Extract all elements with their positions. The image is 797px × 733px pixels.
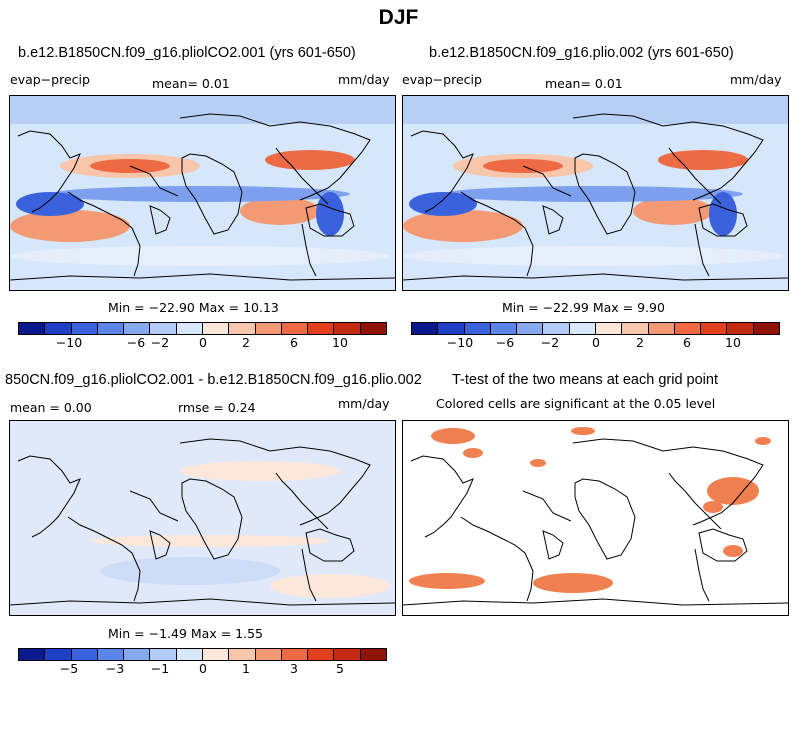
colorbar-swatch <box>176 323 203 334</box>
colorbar-swatch <box>255 649 282 660</box>
panel3-rmse: rmse = 0.24 <box>178 400 256 415</box>
panel1-units: mm/day <box>338 72 390 87</box>
panel3-field <box>10 421 395 615</box>
colorbar-swatch <box>438 323 465 334</box>
cb2-label: 2 <box>636 335 644 350</box>
panel4-field <box>403 421 788 615</box>
colorbar-swatch <box>150 649 177 660</box>
cb2-label: −10 <box>446 335 474 350</box>
cb1-label: 0 <box>199 335 207 350</box>
panel2-colorbar <box>411 322 780 335</box>
colorbar-swatch <box>334 649 361 660</box>
cb2-label: −6 <box>495 335 515 350</box>
colorbar-swatch <box>569 323 596 334</box>
panel3-title: 850CN.f09_g16.pliolCO2.001 - b.e12.B1850… <box>5 372 422 388</box>
colorbar-swatch <box>71 649 98 660</box>
colorbar-swatch <box>308 649 335 660</box>
colorbar-swatch <box>202 649 230 660</box>
colorbar-swatch <box>464 323 491 334</box>
panel1-map <box>9 95 396 291</box>
panel3-map <box>9 420 396 616</box>
panel3-units: mm/day <box>338 396 390 411</box>
colorbar-swatch <box>97 649 125 660</box>
colorbar-swatch <box>490 323 518 334</box>
colorbar-swatch <box>334 323 361 334</box>
panel1-variable: evap−precip <box>10 72 90 87</box>
panel2-map <box>402 95 789 291</box>
colorbar-swatch <box>176 649 203 660</box>
panel4-subtitle: Colored cells are significant at the 0.0… <box>436 396 716 411</box>
panel2-field <box>403 96 788 290</box>
cb3-label: −5 <box>59 661 79 676</box>
cb3-label: 1 <box>242 661 250 676</box>
colorbar-swatch <box>753 323 779 334</box>
colorbar-swatch <box>229 649 256 660</box>
colorbar-swatch <box>648 323 675 334</box>
colorbar-swatch <box>281 323 309 334</box>
panel4-map <box>402 420 789 616</box>
colorbar-swatch <box>543 323 570 334</box>
colorbar-swatch <box>150 323 177 334</box>
colorbar-swatch <box>727 323 754 334</box>
panel1-mean: mean= 0.01 <box>152 76 230 91</box>
panel1-colorbar <box>18 322 387 335</box>
colorbar-swatch <box>360 649 386 660</box>
colorbar-swatch <box>412 323 439 334</box>
colorbar-swatch <box>360 323 386 334</box>
colorbar-swatch <box>71 323 98 334</box>
colorbar-swatch <box>255 323 282 334</box>
cb2-label: 0 <box>592 335 600 350</box>
panel3-minmax: Min = −1.49 Max = 1.55 <box>108 626 263 641</box>
panel3-colorbar <box>18 648 387 661</box>
colorbar-swatch <box>595 323 623 334</box>
panel2-minmax: Min = −22.99 Max = 9.90 <box>502 300 665 315</box>
colorbar-swatch <box>701 323 728 334</box>
cb2-label: −2 <box>540 335 560 350</box>
cb1-label: 10 <box>332 335 348 350</box>
panel3-mean: mean = 0.00 <box>10 400 92 415</box>
colorbar-swatch <box>45 323 72 334</box>
cb1-label: −6 <box>126 335 146 350</box>
panel1-minmax: Min = −22.90 Max = 10.13 <box>108 300 279 315</box>
colorbar-swatch <box>45 649 72 660</box>
colorbar-swatch <box>124 323 151 334</box>
colorbar-swatch <box>97 323 125 334</box>
colorbar-swatch <box>19 323 46 334</box>
panel1-field <box>10 96 395 290</box>
cb1-label: 2 <box>242 335 250 350</box>
colorbar-swatch <box>281 649 309 660</box>
cb2-label: 6 <box>683 335 691 350</box>
panel2-mean: mean= 0.01 <box>545 76 623 91</box>
colorbar-swatch <box>308 323 335 334</box>
panel2-variable: evap−precip <box>402 72 482 87</box>
cb3-label: 0 <box>199 661 207 676</box>
cb2-label: 10 <box>725 335 741 350</box>
cb3-label: 5 <box>336 661 344 676</box>
panel1-title: b.e12.B1850CN.f09_g16.pliolCO2.001 (yrs … <box>18 45 356 61</box>
colorbar-swatch <box>202 323 230 334</box>
colorbar-swatch <box>517 323 544 334</box>
panel2-title: b.e12.B1850CN.f09_g16.plio.002 (yrs 601-… <box>429 45 734 61</box>
cb3-label: −1 <box>150 661 170 676</box>
colorbar-swatch <box>19 649 46 660</box>
colorbar-swatch <box>674 323 702 334</box>
cb1-label: 6 <box>290 335 298 350</box>
figure-title: DJF <box>378 6 419 29</box>
colorbar-swatch <box>229 323 256 334</box>
cb3-label: −3 <box>105 661 125 676</box>
cb1-label: −10 <box>55 335 83 350</box>
panel2-units: mm/day <box>730 72 782 87</box>
colorbar-swatch <box>622 323 649 334</box>
panel4-title: T-test of the two means at each grid poi… <box>452 372 718 388</box>
cb3-label: 3 <box>290 661 298 676</box>
cb1-label: −2 <box>150 335 170 350</box>
colorbar-swatch <box>124 649 151 660</box>
